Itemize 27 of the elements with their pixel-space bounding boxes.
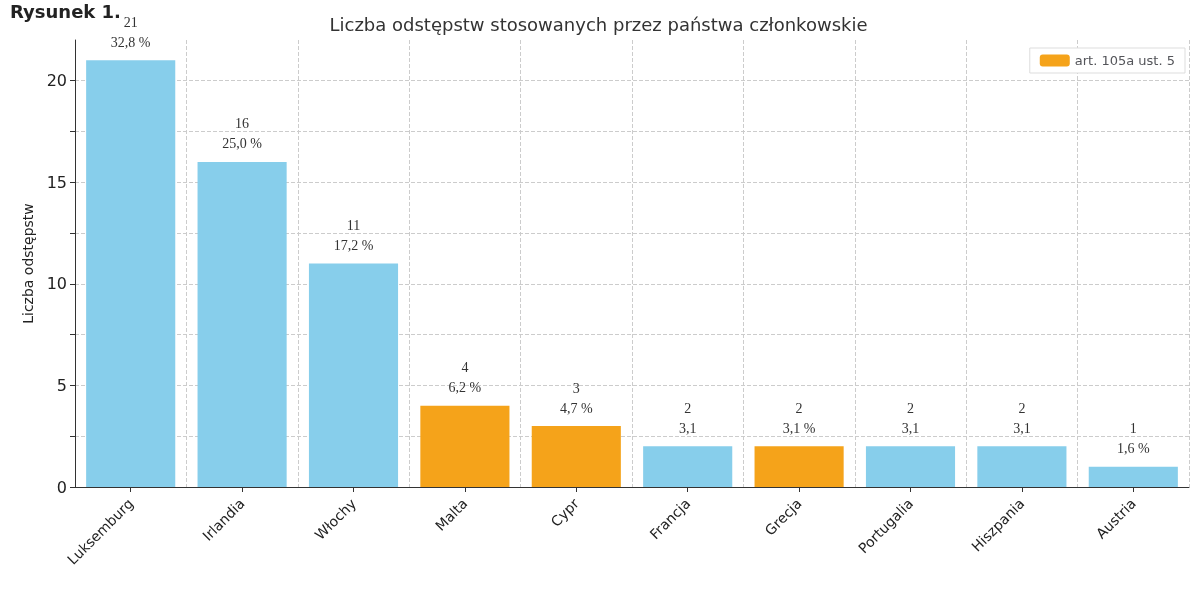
data-label: 11 17,2 % xyxy=(333,218,374,253)
bar xyxy=(86,60,176,487)
bar xyxy=(754,446,844,487)
bar xyxy=(1088,466,1178,487)
y-tick-label: 5 xyxy=(56,375,67,395)
bar xyxy=(643,446,733,487)
data-label: 1 1,6 % xyxy=(1116,421,1150,457)
data-label: 4 6,2 % xyxy=(448,360,482,396)
bar xyxy=(531,426,621,487)
bar xyxy=(977,446,1067,487)
data-label: 2 3,1 xyxy=(901,400,920,436)
bar xyxy=(308,263,399,487)
y-tick-label: 20 xyxy=(46,71,67,91)
y-tick-label: 15 xyxy=(46,172,67,192)
bar xyxy=(420,405,510,487)
data-label: 2 3,1 xyxy=(1013,400,1031,436)
y-tick-label: 10 xyxy=(46,274,67,294)
y-tick-label: 0 xyxy=(56,477,67,497)
legend-label: art. 105a ust. 5 xyxy=(1074,53,1175,68)
data-label: 3 4,7 % xyxy=(559,380,593,416)
data-label: 2 3,1 % xyxy=(782,400,816,436)
bar xyxy=(197,161,287,487)
chart-title: Liczba odstępstw stosowanych przez państwa członkowskie xyxy=(329,13,868,35)
data-label: 16 25,0 % xyxy=(222,116,263,152)
y-axis-title: Liczba odstępstw xyxy=(20,203,36,324)
bar xyxy=(865,446,956,487)
data-label: 2 3,1 xyxy=(678,400,697,436)
